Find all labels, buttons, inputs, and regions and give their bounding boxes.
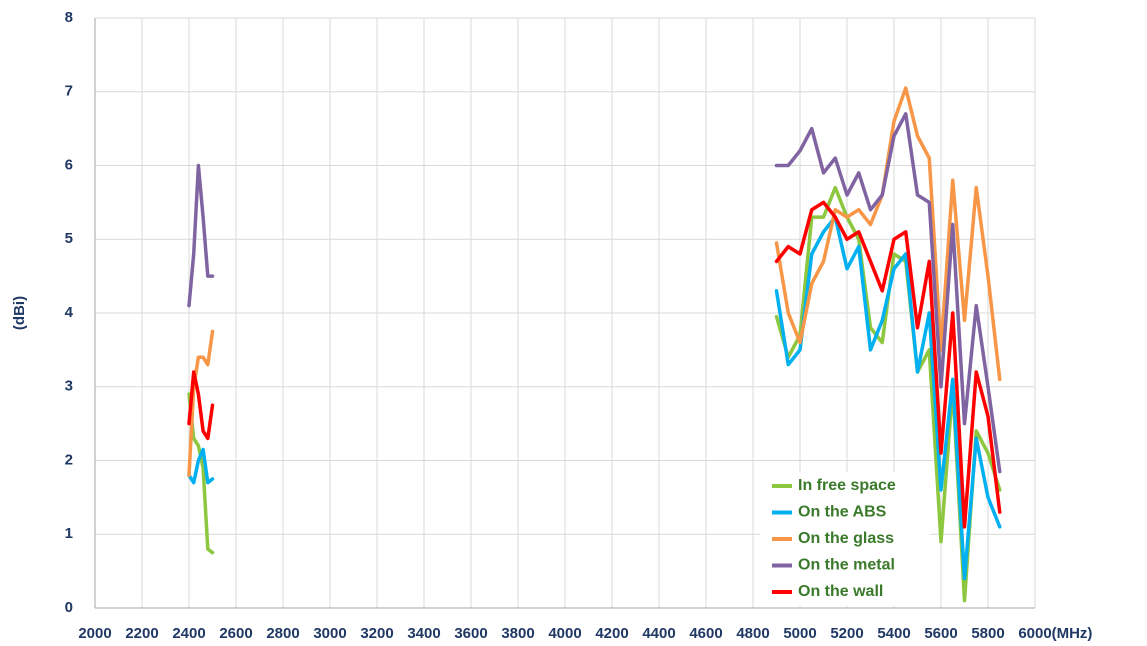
y-tick-label: 3 [65, 378, 73, 395]
series-line [187, 215, 1002, 581]
x-tick-label: 3200 [360, 625, 393, 642]
x-tick-label: 4200 [595, 625, 628, 642]
legend-label: On the metal [798, 557, 895, 574]
series-line [187, 200, 1002, 529]
legend-label: On the glass [798, 530, 894, 547]
x-tick-label: 6000 [1018, 625, 1051, 642]
x-tick-label: 4600 [689, 625, 722, 642]
y-tick-label: 8 [65, 9, 73, 26]
x-tick-label: 3000 [313, 625, 346, 642]
x-tick-label: 2400 [172, 625, 205, 642]
x-tick-label: 5200 [830, 625, 863, 642]
x-tick-label: 2200 [125, 625, 158, 642]
y-tick-label: 7 [65, 83, 73, 100]
x-tick-label: 4800 [736, 625, 769, 642]
y-tick-label: 6 [65, 156, 73, 173]
x-tick-label: 3400 [407, 625, 440, 642]
x-tick-label: 2800 [266, 625, 299, 642]
legend: In free space On the ABS On the glass On th… [760, 472, 930, 606]
y-tick-label: 1 [65, 525, 73, 542]
x-tick-label: 5000 [783, 625, 816, 642]
x-tick-label: 4400 [642, 625, 675, 642]
legend-label: In free space [798, 477, 896, 494]
x-tick-label: 5400 [877, 625, 910, 642]
series-line [187, 112, 1002, 474]
x-axis-label: (MHz) [1052, 625, 1093, 642]
x-tick-label: 5600 [924, 625, 957, 642]
y-tick-label: 0 [65, 599, 73, 616]
legend-label: On the ABS [798, 504, 887, 521]
x-tick-label: 2000 [78, 625, 111, 642]
x-tick-label: 2600 [219, 625, 252, 642]
y-tick-label: 2 [65, 451, 73, 468]
x-tick-label: 3800 [501, 625, 534, 642]
y-tick-label: 4 [65, 304, 74, 321]
y-tick-label: 5 [65, 230, 73, 247]
y-axis-label: (dBi) [11, 296, 28, 330]
x-tick-label: 3600 [454, 625, 487, 642]
x-tick-label: 5800 [971, 625, 1004, 642]
legend-label: On the wall [798, 583, 883, 600]
x-tick-label: 4000 [548, 625, 581, 642]
